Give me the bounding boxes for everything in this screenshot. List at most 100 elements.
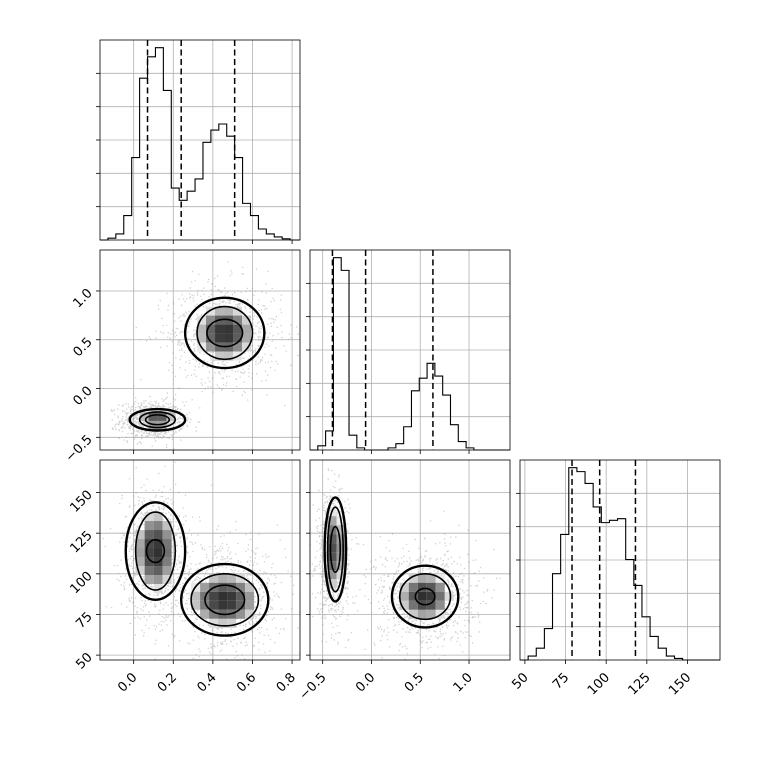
density-cell (162, 539, 172, 549)
density-cell (327, 516, 337, 526)
density-cell (144, 557, 154, 567)
density-cell (236, 573, 246, 583)
x-tick-label: 125 (625, 670, 653, 698)
histogram-step (100, 47, 300, 241)
density-cell (209, 618, 219, 628)
density-cell (162, 521, 172, 531)
density-cell (233, 324, 243, 334)
density-cell (327, 579, 337, 589)
density-cell (224, 324, 234, 334)
scatter-points (102, 461, 300, 660)
density-cell (218, 582, 228, 592)
panel-content (110, 261, 299, 450)
density-cell (162, 548, 172, 558)
density-cell (215, 351, 225, 361)
density-cell (191, 591, 201, 601)
density-cell (215, 306, 225, 316)
density-cell (242, 324, 252, 334)
density-cell (153, 566, 163, 576)
density-panel-p1-p2: −0.5 0.0 0.5 1.0 (297, 459, 511, 703)
density-cell (218, 618, 228, 628)
density-panel-p0-p1: −0.5 0.0 0.5 1.0 (63, 249, 301, 465)
density-cell (408, 600, 418, 610)
density-cell (327, 543, 337, 553)
panel-frame (309, 459, 511, 661)
density-cell (399, 600, 409, 610)
density-cell (426, 600, 436, 610)
density-cell (200, 600, 210, 610)
density-cell (153, 548, 163, 558)
density-cell (242, 315, 252, 325)
density-cell (224, 306, 234, 316)
density-cell (408, 609, 418, 619)
density-cell (336, 561, 346, 571)
y-tick-label: 75 (73, 610, 95, 632)
density-cell (148, 420, 158, 430)
density-cell (197, 333, 207, 343)
density-contour (128, 407, 187, 432)
density-contour (138, 411, 177, 429)
density-contour (183, 296, 266, 370)
density-contour (145, 538, 166, 564)
histogram-step (520, 467, 720, 661)
density-cell (233, 333, 243, 343)
x-tick-label: 100 (585, 670, 613, 698)
gridlines (520, 460, 720, 660)
histogram-step (310, 257, 510, 451)
density-contour (414, 587, 436, 606)
x-tick-label: 1.0 (451, 670, 476, 695)
gridlines (100, 250, 300, 450)
density-cell (426, 582, 436, 592)
density-cell (236, 600, 246, 610)
density-cell (206, 333, 216, 343)
density-cell (135, 530, 145, 540)
x-tick-label: −0.5 (297, 670, 330, 703)
y-tick-label: 50 (73, 650, 95, 672)
y-tick-label: 0.5 (70, 335, 95, 360)
x-tick-label: 75 (550, 670, 572, 692)
density-contour (190, 573, 260, 627)
density-cell (236, 591, 246, 601)
density-cell (224, 351, 234, 361)
density-panel-p0-p2: 0.0 0.2 0.4 0.6 0.8 50 75 100 125 150 (67, 459, 301, 695)
density-cell (227, 591, 237, 601)
density-cell (327, 525, 337, 535)
density-cell (336, 534, 346, 544)
density-cell (327, 534, 337, 544)
panel-content (310, 468, 501, 660)
density-cell (135, 566, 145, 576)
density-cell (148, 411, 158, 421)
density-cell (218, 573, 228, 583)
density-cell (417, 600, 427, 610)
density-cell (215, 333, 225, 343)
density-cell (245, 582, 255, 592)
density-cell (227, 618, 237, 628)
x-tick-label: 0.0 (353, 670, 378, 695)
density-cell (426, 609, 436, 619)
density-cell (144, 512, 154, 522)
density-cell (327, 570, 337, 580)
density-cell (426, 573, 436, 583)
hist-panel-p1 (306, 249, 511, 454)
hist-panel-p2: 50 75 100 125 150 (509, 459, 721, 698)
density-cell (153, 575, 163, 585)
density-cell (200, 582, 210, 592)
density-cell (408, 591, 418, 601)
x-tick-label: 0.8 (274, 670, 299, 695)
x-tick-label: 0.2 (155, 670, 180, 695)
density-cell (327, 552, 337, 562)
density-cell (139, 411, 149, 421)
y-tick-label: 0.0 (70, 384, 95, 409)
density-contour (329, 525, 342, 573)
density-cell (399, 582, 409, 592)
density-contour (196, 305, 254, 361)
density-cell (233, 342, 243, 352)
density-contour (206, 318, 244, 348)
density-cell (242, 333, 252, 343)
density-cell (144, 521, 154, 531)
density-cell (206, 324, 216, 334)
panel-frame (99, 459, 301, 661)
density-contour (124, 501, 187, 602)
density-cell (166, 411, 176, 421)
density-contour (326, 506, 344, 593)
